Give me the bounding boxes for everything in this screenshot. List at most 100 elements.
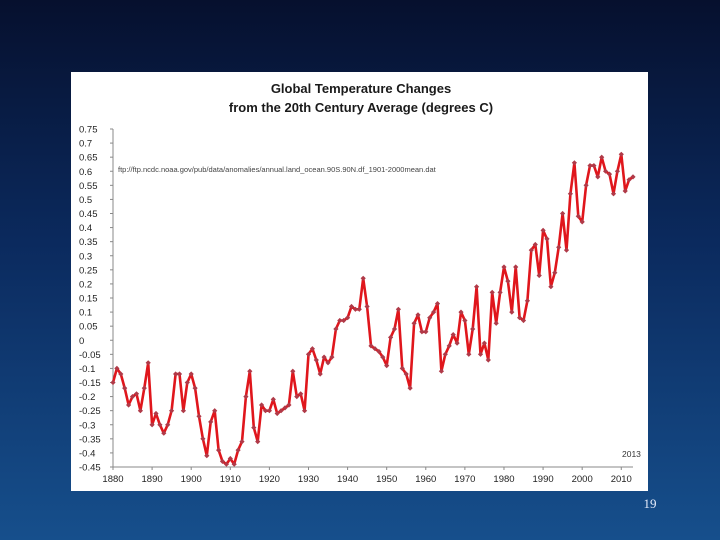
y-tick-label: -0.05: [79, 350, 101, 361]
data-point-marker: [540, 227, 546, 233]
x-tick-label: 1880: [102, 474, 123, 485]
data-point-marker: [595, 174, 601, 180]
y-tick-label: -0.2: [79, 392, 95, 403]
data-point-marker: [388, 334, 394, 340]
y-tick-label: -0.35: [79, 434, 101, 445]
data-point-marker: [126, 402, 132, 408]
y-axis-ticks: 0.75 0.7 0.65 0.6 0.55 0.5 0.45 0.4 0.35 0.3 0.25 0…: [79, 125, 113, 474]
data-point-marker: [188, 371, 194, 377]
data-point-marker: [599, 154, 605, 160]
data-point-marker: [505, 278, 511, 284]
data-point-marker: [235, 447, 241, 453]
data-point-marker: [184, 379, 190, 386]
data-point-marker: [196, 413, 202, 419]
data-point-marker: [200, 436, 206, 442]
data-point-marker: [321, 354, 327, 360]
data-point-marker: [528, 247, 534, 253]
data-point-marker: [399, 365, 405, 371]
data-point-marker: [149, 422, 155, 428]
data-point-marker: [485, 357, 491, 363]
data-point-marker: [368, 343, 374, 349]
data-point-marker: [446, 343, 452, 349]
data-point-marker: [583, 182, 589, 188]
y-tick-label: 0.5: [79, 195, 92, 206]
data-point-marker: [333, 326, 339, 332]
data-point-marker: [176, 371, 183, 377]
x-tick-label: 1970: [454, 474, 475, 485]
data-point-marker: [603, 168, 609, 174]
chart-background: [71, 72, 648, 491]
y-tick-label: 0.3: [79, 251, 92, 262]
x-tick-label: 2000: [572, 474, 593, 485]
data-point-marker: [129, 394, 136, 400]
data-point-marker: [372, 346, 378, 352]
data-point-marker: [419, 329, 425, 335]
data-point-marker: [403, 371, 409, 377]
data-point-marker: [239, 439, 245, 445]
data-point-marker: [575, 213, 581, 219]
x-tick-label: 1940: [337, 474, 358, 485]
x-tick-label: 1900: [181, 474, 202, 485]
data-point-marker: [626, 177, 632, 183]
chart-title-line-2: from the 20th Century Average (degrees C…: [229, 100, 493, 115]
data-point-marker: [364, 303, 370, 310]
data-point-marker: [141, 385, 147, 391]
data-point-marker: [165, 422, 171, 428]
data-point-marker: [223, 461, 229, 467]
data-point-marker: [556, 244, 562, 250]
data-point-marker: [169, 408, 175, 414]
data-point-marker: [212, 408, 218, 414]
y-tick-label: 0.45: [79, 209, 98, 220]
data-point-marker: [618, 151, 624, 157]
y-tick-label: 0.4: [79, 223, 92, 234]
x-tick-label: 1990: [533, 474, 554, 485]
data-point-marker: [345, 315, 351, 321]
data-point-markers: [110, 151, 636, 467]
data-point-marker: [493, 320, 499, 326]
data-point-marker: [587, 163, 593, 169]
x-tick-label: 1910: [220, 474, 241, 485]
data-point-marker: [192, 385, 198, 391]
y-tick-label: 0.65: [79, 153, 98, 164]
data-point-marker: [114, 365, 120, 371]
data-point-marker: [614, 168, 620, 174]
data-point-marker: [231, 461, 237, 467]
data-point-marker: [262, 408, 269, 414]
data-point-marker: [313, 357, 319, 363]
data-point-marker: [380, 354, 386, 360]
data-point-marker: [298, 391, 304, 397]
chart-title-line-1: Global Temperature Changes: [271, 81, 451, 96]
data-point-marker: [591, 163, 597, 169]
end-year-annotation: 2013: [622, 449, 641, 459]
data-point-marker: [384, 363, 390, 369]
x-tick-label: 2010: [611, 474, 632, 485]
data-point-marker: [477, 351, 484, 357]
data-point-marker: [579, 219, 585, 225]
data-point-marker: [352, 306, 358, 312]
data-point-marker: [548, 284, 554, 290]
y-tick-label: 0.75: [79, 125, 98, 136]
data-point-marker: [290, 368, 296, 374]
data-point-marker: [423, 329, 429, 335]
data-point-marker: [481, 340, 487, 346]
data-point-marker: [606, 171, 613, 177]
x-tick-label: 1950: [376, 474, 397, 485]
x-tick-label: 1960: [415, 474, 436, 485]
data-point-marker: [255, 439, 261, 445]
data-point-marker: [532, 241, 538, 248]
data-point-marker: [145, 360, 151, 366]
y-tick-label: 0.1: [79, 308, 92, 319]
data-point-marker: [325, 360, 331, 366]
y-tick-label: 0.05: [79, 322, 98, 333]
data-source-url: ftp://ftp.ncdc.noaa.gov/pub/data/anomali…: [118, 165, 437, 174]
data-point-marker: [270, 396, 276, 402]
data-point-marker: [501, 264, 507, 270]
data-point-marker: [227, 455, 233, 462]
data-point-marker: [329, 354, 335, 360]
y-tick-label: 0.35: [79, 237, 98, 248]
y-tick-label: 0.6: [79, 167, 92, 178]
data-point-marker: [466, 351, 472, 357]
data-point-marker: [438, 368, 444, 374]
data-point-marker: [610, 191, 617, 197]
